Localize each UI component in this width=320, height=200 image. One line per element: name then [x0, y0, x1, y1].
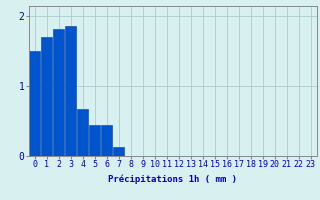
- Bar: [89, 125, 100, 156]
- Bar: [77, 109, 88, 156]
- Bar: [101, 125, 112, 156]
- Bar: [113, 147, 124, 156]
- Bar: [53, 29, 64, 156]
- Bar: [29, 51, 40, 156]
- X-axis label: Précipitations 1h ( mm ): Précipitations 1h ( mm ): [108, 175, 237, 184]
- Bar: [65, 26, 76, 156]
- Bar: [41, 37, 52, 156]
